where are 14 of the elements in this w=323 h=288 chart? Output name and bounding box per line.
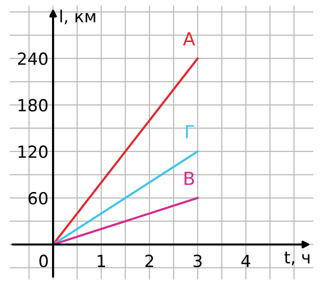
- x-tick-label: 4: [241, 254, 250, 268]
- y-axis-title: l, км: [60, 10, 96, 24]
- series-label: В: [184, 172, 194, 185]
- series-label: Г: [186, 125, 194, 138]
- x-tick-label: 0: [39, 254, 48, 268]
- x-tick-label: 1: [98, 254, 106, 268]
- x-tick-label: 3: [194, 254, 202, 268]
- y-tick-label: 60: [28, 192, 48, 205]
- y-tick-label: 240: [18, 52, 48, 66]
- y-tick-label: 120: [18, 145, 48, 158]
- series-label: А: [183, 32, 196, 46]
- x-axis-title: t, ч: [284, 252, 310, 266]
- x-tick-label: 2: [145, 254, 154, 268]
- y-tick-label: 180: [18, 98, 48, 112]
